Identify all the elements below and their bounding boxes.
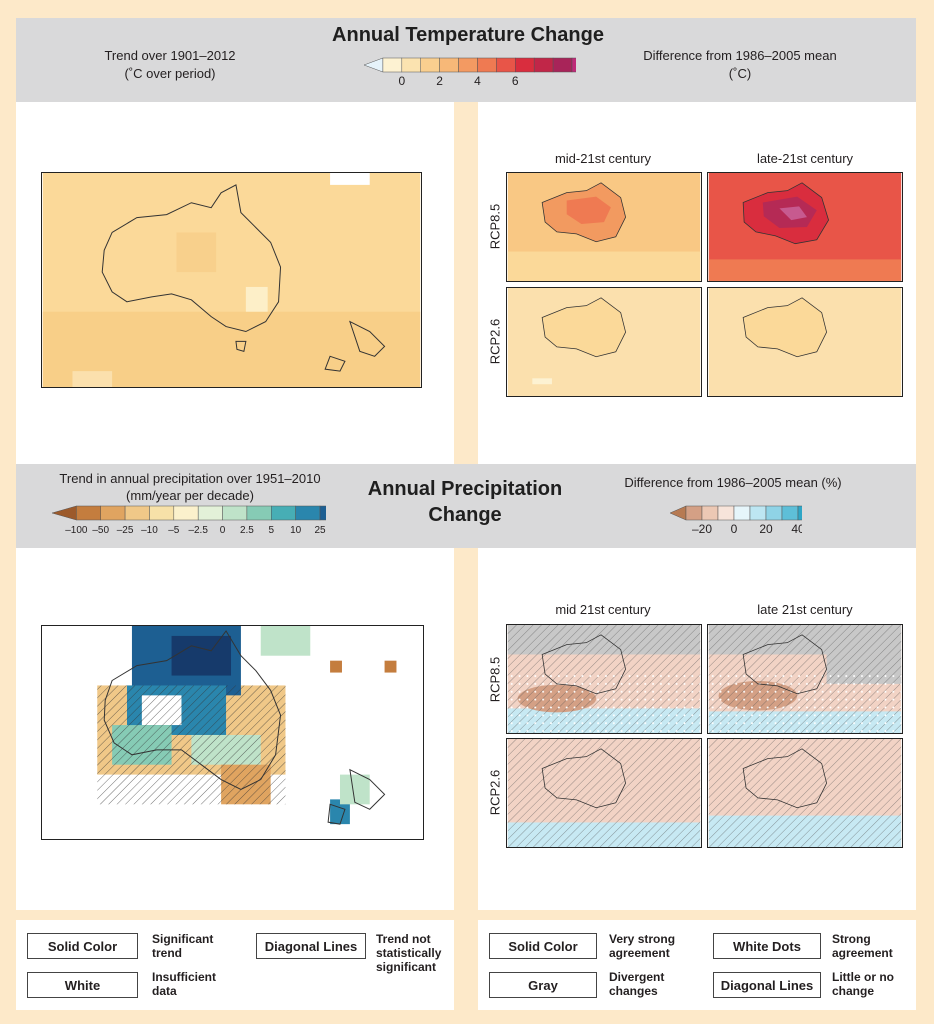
colorbar-cell [685, 505, 703, 521]
precip-left-label-line2: (mm/year per decade) [126, 488, 254, 503]
colorbar-cell [496, 57, 516, 73]
temp-right-label-line2: (˚C) [728, 66, 752, 81]
precip-trend-colorbar: –100–50–25–10–5–2.502.55102550 [51, 505, 326, 536]
legend-right-gray-desc: Divergent changes [609, 970, 665, 998]
colorbar-cell [515, 57, 535, 73]
colorbar-cell [76, 505, 101, 521]
legend-left-diag-box: Diagonal Lines [256, 933, 366, 959]
colorbar-cell [533, 57, 554, 73]
colorbar-cell [173, 505, 199, 521]
colorbar-tick-label: 5 [268, 525, 274, 536]
legend-right-diag-desc: Little or no change [832, 970, 894, 998]
temp-right-panel [478, 102, 916, 464]
colorbar-tick-label: –50 [92, 525, 109, 536]
temp-left-label-line1: Trend over 1901–2012 [104, 48, 236, 63]
colorbar-cell [797, 505, 802, 521]
colorbar-cell [271, 505, 296, 521]
colorbar-tick-label: 10 [290, 525, 302, 536]
colorbar-cell [319, 505, 326, 521]
colorbar-cell [571, 57, 576, 73]
temp-row-rcp85-label: RCP8.5 [487, 203, 503, 250]
legend-right-dots-desc: Strong agreement [832, 932, 893, 960]
colorbar-tick-label: 6 [512, 74, 519, 88]
colorbar-cell [295, 505, 321, 521]
colorbar-tick-label: –100 [65, 525, 88, 536]
colorbar-cell [401, 57, 421, 73]
temp-col-late-label: late-21st century [756, 151, 854, 166]
legend-left-white-box: White [27, 972, 138, 998]
colorbar-cell [420, 57, 440, 73]
colorbar-tick-label: 0 [398, 74, 405, 88]
temp-left-label-line2: (˚C over period) [124, 66, 216, 81]
colorbar-cell [765, 505, 783, 521]
colorbar-cell [246, 505, 272, 521]
legend-left-white-desc: Insufficient data [152, 970, 217, 998]
colorbar-tick-label: 0 [731, 522, 738, 536]
precip-title-line1: Annual Precipitation [367, 478, 563, 500]
colorbar-cell [749, 505, 767, 521]
colorbar-tick-label: 4 [474, 74, 481, 88]
colorbar-tick-label: –20 [692, 522, 712, 536]
legend-left-diag-desc: Trend not statistically significant [376, 932, 442, 974]
legend-left-solid-box: Solid Color [27, 933, 138, 959]
legend-right-solid-box: Solid Color [489, 933, 597, 959]
colorbar-cell [382, 57, 403, 73]
colorbar-tick-label: 25 [314, 525, 326, 536]
precip-row-rcp26-label: RCP2.6 [487, 769, 503, 816]
legend-right-gray-box: Gray [489, 972, 597, 998]
legend-right-dots-box: White Dots [713, 933, 821, 959]
legend-right-diag-box: Diagonal Lines [713, 972, 821, 998]
colorbar-tick-label: –2.5 [188, 525, 208, 536]
colorbar-tick-label: –25 [117, 525, 134, 536]
colorbar-cell [124, 505, 150, 521]
colorbar-tick-label: 2 [436, 74, 443, 88]
temp-rcp85-mid-map [506, 172, 702, 282]
colorbar-cell [458, 57, 478, 73]
precip-title-line2: Change [428, 504, 502, 526]
precip-difference-colorbar: –20 0 20 40 [669, 505, 802, 536]
temp-rcp26-late-map [707, 287, 903, 397]
colorbar-cell [439, 57, 459, 73]
colorbar-cell [51, 505, 77, 521]
colorbar-cell [781, 505, 799, 521]
precip-left-label-line1: Trend in annual precipitation over 1951–… [59, 471, 321, 486]
temp-rcp85-late-map [707, 172, 903, 282]
temperature-colorbar: 0 2 4 6 [363, 57, 576, 88]
temp-rcp26-mid-map [506, 287, 702, 397]
precip-rcp26-mid-map [506, 738, 702, 848]
colorbar-cell [477, 57, 497, 73]
precip-right-label: Difference from 1986–2005 mean (%) [624, 475, 842, 490]
colorbar-cell [552, 57, 573, 73]
temp-col-mid-label: mid-21st century [554, 151, 652, 166]
colorbar-cell [149, 505, 175, 521]
colorbar-cell [733, 505, 751, 521]
colorbar-cell [669, 505, 687, 521]
colorbar-cell [222, 505, 248, 521]
colorbar-tick-label: –5 [168, 525, 180, 536]
precip-col-mid-label: mid 21st century [555, 602, 651, 617]
precip-rcp85-mid-map [506, 624, 702, 734]
precip-rcp26-late-map [707, 738, 903, 848]
colorbar-tick-label: 40 [791, 522, 802, 536]
colorbar-tick-label: –10 [141, 525, 158, 536]
colorbar-tick-label: 20 [759, 522, 773, 536]
colorbar-cell [100, 505, 126, 521]
colorbar-cell [197, 505, 223, 521]
temperature-title: Annual Temperature Change [332, 24, 604, 46]
temp-observed-map [41, 172, 422, 388]
colorbar-cell [717, 505, 735, 521]
precip-row-rcp85-label: RCP8.5 [487, 656, 503, 703]
precip-rcp85-late-map [707, 624, 903, 734]
precip-col-late-label: late 21st century [757, 602, 853, 617]
colorbar-tick-label: 2.5 [240, 525, 254, 536]
temp-row-rcp26-label: RCP2.6 [487, 318, 503, 365]
colorbar-cell [701, 505, 719, 521]
temp-right-label-line1: Difference from 1986–2005 mean [643, 48, 837, 63]
colorbar-tick-label: 0 [220, 525, 226, 536]
colorbar-cell [363, 57, 384, 73]
legend-right-solid-desc: Very strong agreement [609, 932, 676, 960]
legend-left-solid-desc: Significant trend [152, 932, 214, 960]
precip-observed-map [41, 625, 424, 840]
